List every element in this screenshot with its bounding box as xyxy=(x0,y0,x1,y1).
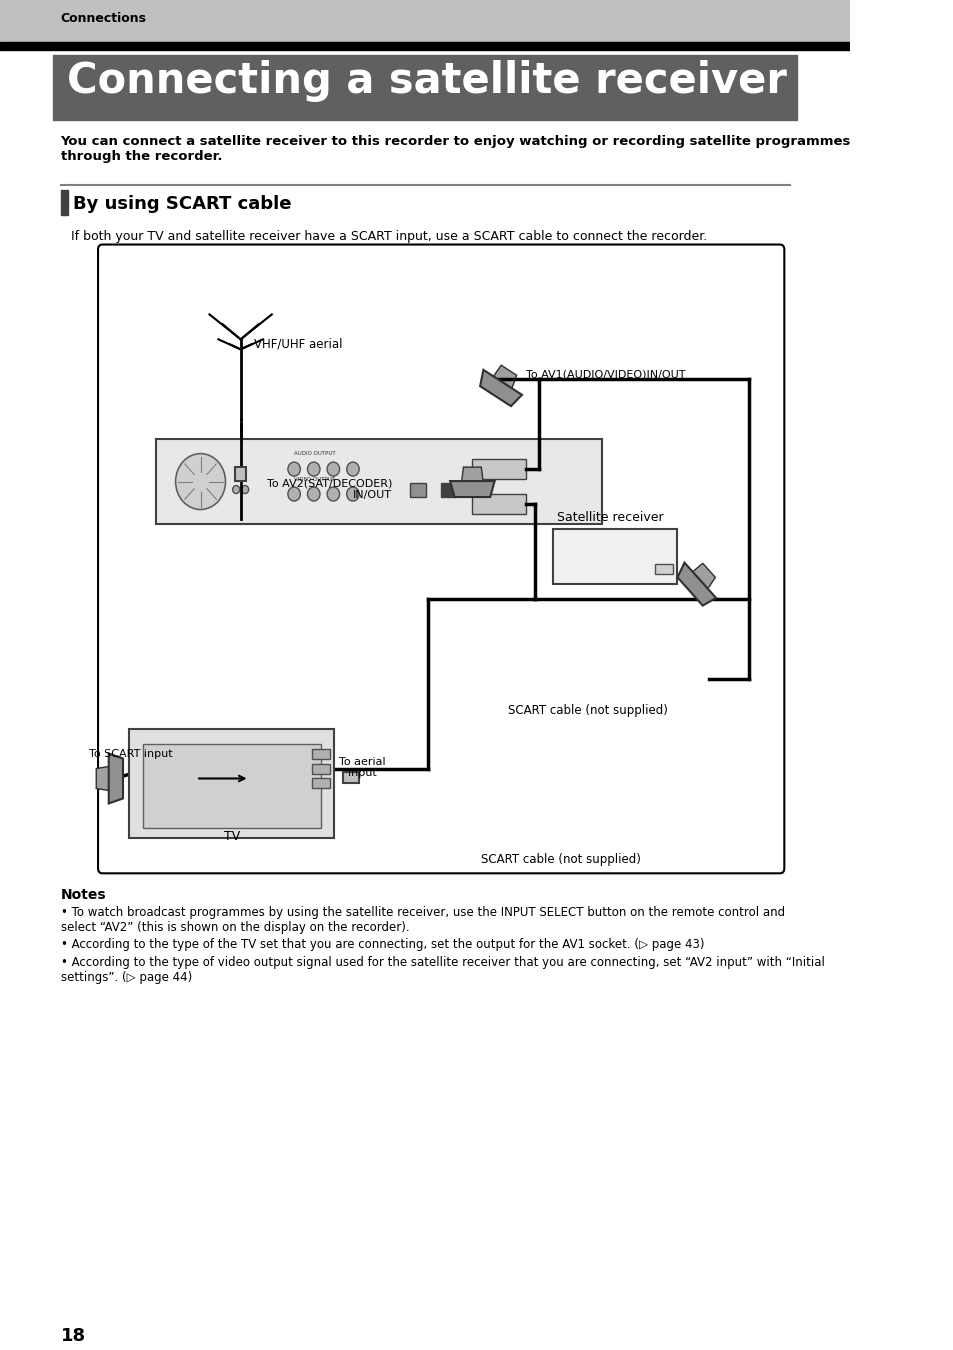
Circle shape xyxy=(327,462,339,477)
Circle shape xyxy=(346,487,359,501)
Text: AUDIO OUTPUT: AUDIO OUTPUT xyxy=(294,451,335,456)
Bar xyxy=(312,748,330,759)
Text: To AV2(SAT/DECODER)
IN/OUT: To AV2(SAT/DECODER) IN/OUT xyxy=(267,478,392,500)
Text: VIDEO OUTPUT: VIDEO OUTPUT xyxy=(294,477,335,482)
Polygon shape xyxy=(479,370,521,406)
Text: SCART cable (not supplied): SCART cable (not supplied) xyxy=(508,703,667,717)
Bar xyxy=(472,494,525,514)
Bar xyxy=(410,483,426,497)
Text: 18: 18 xyxy=(61,1327,86,1346)
Bar xyxy=(61,189,68,215)
Bar xyxy=(142,744,320,829)
Text: • According to the type of the TV set that you are connecting, set the output fo: • According to the type of the TV set th… xyxy=(61,938,703,952)
Text: To aerial
input: To aerial input xyxy=(338,756,385,778)
Text: Connecting a satellite receiver: Connecting a satellite receiver xyxy=(67,59,786,101)
Bar xyxy=(552,529,677,583)
Circle shape xyxy=(241,486,249,494)
Bar xyxy=(129,729,334,838)
Text: • To watch broadcast programmes by using the satellite receiver, use the INPUT S: • To watch broadcast programmes by using… xyxy=(61,906,784,934)
Bar xyxy=(343,771,359,783)
Text: TV: TV xyxy=(223,830,239,844)
Text: By using SCART cable: By using SCART cable xyxy=(73,194,292,212)
Polygon shape xyxy=(109,753,123,803)
Circle shape xyxy=(307,462,319,477)
Text: If both your TV and satellite receiver have a SCART input, use a SCART cable to : If both your TV and satellite receiver h… xyxy=(71,230,707,243)
Circle shape xyxy=(307,487,319,501)
Bar xyxy=(0,42,849,50)
Polygon shape xyxy=(96,767,109,791)
Bar xyxy=(312,764,330,774)
Circle shape xyxy=(327,487,339,501)
Bar xyxy=(655,564,672,574)
Bar xyxy=(472,459,525,479)
Circle shape xyxy=(233,486,239,494)
Bar xyxy=(312,779,330,788)
Bar xyxy=(440,483,454,497)
Text: • According to the type of video output signal used for the satellite receiver t: • According to the type of video output … xyxy=(61,956,823,984)
Text: SCART cable (not supplied): SCART cable (not supplied) xyxy=(480,853,640,867)
Text: To AV1(AUDIO/VIDEO)IN/OUT: To AV1(AUDIO/VIDEO)IN/OUT xyxy=(525,370,684,379)
Text: You can connect a satellite receiver to this recorder to enjoy watching or recor: You can connect a satellite receiver to … xyxy=(61,135,850,163)
Text: Notes: Notes xyxy=(61,888,106,902)
Polygon shape xyxy=(692,563,715,589)
Text: To SCART input: To SCART input xyxy=(89,748,172,759)
Circle shape xyxy=(288,487,300,501)
Circle shape xyxy=(288,462,300,477)
Polygon shape xyxy=(677,563,716,606)
Bar xyxy=(155,439,601,524)
Text: Connections: Connections xyxy=(61,12,147,26)
Circle shape xyxy=(346,462,359,477)
Circle shape xyxy=(175,454,225,509)
Polygon shape xyxy=(461,467,482,481)
Text: Satellite receiver: Satellite receiver xyxy=(557,512,663,524)
Polygon shape xyxy=(450,481,495,497)
Bar xyxy=(235,467,246,481)
FancyBboxPatch shape xyxy=(98,244,783,873)
Polygon shape xyxy=(493,366,517,389)
Bar xyxy=(0,0,849,45)
Text: VHF/UHF aerial: VHF/UHF aerial xyxy=(253,338,342,351)
Bar xyxy=(53,55,796,120)
